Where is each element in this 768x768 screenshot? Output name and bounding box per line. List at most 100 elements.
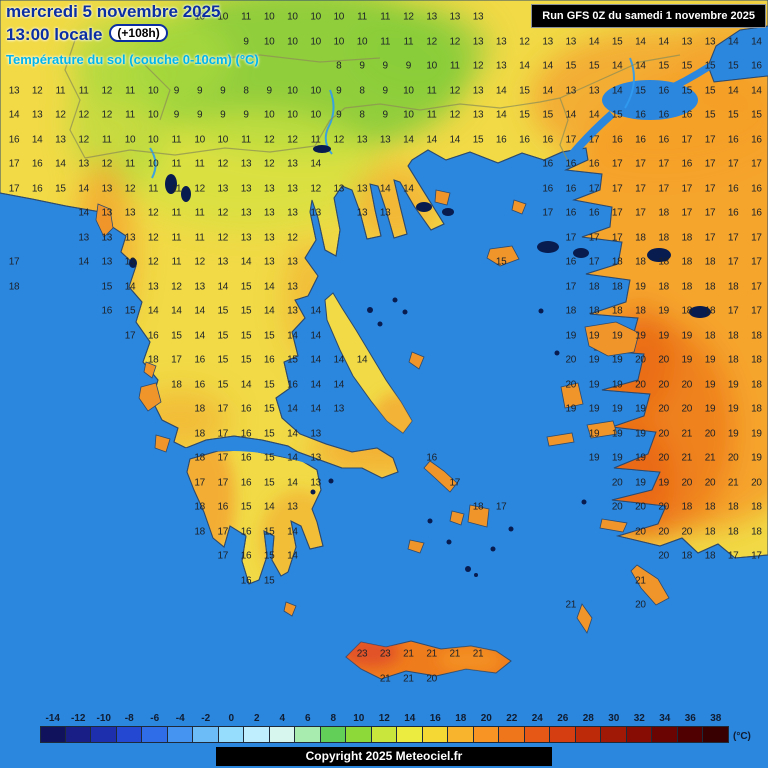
temp-value: 15 <box>727 109 739 121</box>
temp-value: 15 <box>240 501 252 513</box>
map-subtitle: Température du sol (couche 0-10cm) (°C) <box>6 52 259 67</box>
temp-value: 13 <box>101 256 113 268</box>
temp-value: 10 <box>194 134 205 145</box>
temp-value: 19 <box>611 428 623 439</box>
temp-value: 16 <box>751 207 762 219</box>
temp-value: 12 <box>31 85 43 96</box>
colorbar-swatch <box>218 726 244 743</box>
temp-value: 13 <box>124 256 136 268</box>
temp-value: 19 <box>635 281 646 292</box>
temp-value: 15 <box>751 109 762 121</box>
temp-value: 14 <box>333 354 345 366</box>
temp-value: 13 <box>704 36 716 47</box>
copyright-bar: Copyright 2025 Meteociel.fr <box>216 747 552 766</box>
forecast-date: mercredi 5 novembre 2025 <box>6 2 221 21</box>
temp-value: 14 <box>263 281 275 292</box>
temp-value: 16 <box>727 207 739 219</box>
temp-value: 15 <box>263 526 275 537</box>
temp-value: 17 <box>681 134 693 145</box>
temp-value: 15 <box>588 60 600 72</box>
colorbar-swatch <box>116 726 142 743</box>
colorbar-swatch <box>346 726 372 743</box>
temp-value: 16 <box>681 109 693 121</box>
temp-value: 15 <box>240 305 252 317</box>
temp-value: 17 <box>565 281 577 292</box>
temp-value: 14 <box>310 330 321 341</box>
colorbar-swatch <box>371 726 397 743</box>
temp-value: 12 <box>55 109 66 121</box>
temp-value: 15 <box>217 330 229 341</box>
temp-value: 14 <box>240 256 252 268</box>
temp-value: 11 <box>426 109 437 121</box>
temp-value: 16 <box>588 158 600 170</box>
temp-value: 13 <box>310 428 321 439</box>
colorbar-tick: 8 <box>330 713 337 724</box>
temp-value: 19 <box>588 452 600 464</box>
temp-value: 18 <box>727 354 739 366</box>
temp-value: 14 <box>542 85 553 96</box>
colorbar-cell: 36 <box>677 712 703 743</box>
temp-value: 11 <box>449 60 460 72</box>
temp-value: 16 <box>751 183 762 194</box>
temp-value: 15 <box>542 109 553 121</box>
temp-value: 14 <box>287 526 298 537</box>
temp-value: 11 <box>78 85 89 96</box>
temp-value: 14 <box>287 477 298 488</box>
temp-value: 18 <box>588 281 600 292</box>
temp-value: 18 <box>727 526 739 537</box>
temp-value: 20 <box>611 501 623 513</box>
temp-value: 18 <box>658 232 669 243</box>
temp-value: 18 <box>171 379 182 390</box>
temp-value: 13 <box>263 232 275 243</box>
temp-value: 13 <box>588 85 600 96</box>
temp-value: 12 <box>426 36 437 47</box>
temp-value: 14 <box>287 428 298 439</box>
temp-value: 16 <box>658 134 669 145</box>
temp-value: 14 <box>379 183 391 194</box>
temp-value: 16 <box>194 354 205 366</box>
colorbar-tick: -6 <box>150 713 160 724</box>
temp-value: 17 <box>588 256 600 268</box>
temp-value: 18 <box>751 526 762 537</box>
temp-value: 18 <box>658 281 669 292</box>
temp-value: 15 <box>263 452 275 464</box>
colorbar-swatch <box>269 726 295 743</box>
temp-value: 15 <box>495 256 507 268</box>
temp-value: 12 <box>217 158 229 170</box>
temp-value: 18 <box>727 501 739 513</box>
temp-value: 16 <box>287 379 298 390</box>
colorbar-tick: -2 <box>201 713 211 724</box>
temp-value: 11 <box>310 134 321 145</box>
temp-value: 15 <box>519 85 530 96</box>
temp-value: 14 <box>727 85 739 96</box>
temp-value: 16 <box>542 134 553 145</box>
temp-value: 15 <box>611 36 623 47</box>
temp-value: 18 <box>751 501 762 513</box>
temp-value: 16 <box>31 183 43 194</box>
temp-value: 11 <box>125 158 135 170</box>
temp-value: 17 <box>635 158 646 170</box>
temp-value: 16 <box>611 134 623 145</box>
temp-value: 16 <box>240 526 252 537</box>
temp-value: 17 <box>171 354 182 366</box>
temp-value: 18 <box>704 501 716 513</box>
temp-value: 11 <box>148 183 159 194</box>
temp-value: 19 <box>635 477 646 488</box>
temp-value: 10 <box>403 109 414 121</box>
temp-value: 17 <box>751 232 762 243</box>
temp-value: 21 <box>403 673 414 684</box>
temp-value: 18 <box>751 403 762 415</box>
run-info-box: Run GFS 0Z du samedi 1 novembre 2025 <box>531 4 766 28</box>
colorbar-swatch <box>295 726 321 743</box>
colorbar-tick: 34 <box>659 713 671 724</box>
temp-value: 17 <box>727 256 739 268</box>
temp-value: 19 <box>588 330 600 341</box>
temp-value: 9 <box>173 109 180 121</box>
colorbar-cell: 10 <box>346 712 372 743</box>
colorbar-cell: 24 <box>524 712 550 743</box>
temp-value: 13 <box>194 281 205 292</box>
temp-value: 15 <box>727 60 739 72</box>
temp-value: 13 <box>287 256 298 268</box>
temp-value: 14 <box>751 85 762 96</box>
temp-value: 14 <box>403 183 414 194</box>
